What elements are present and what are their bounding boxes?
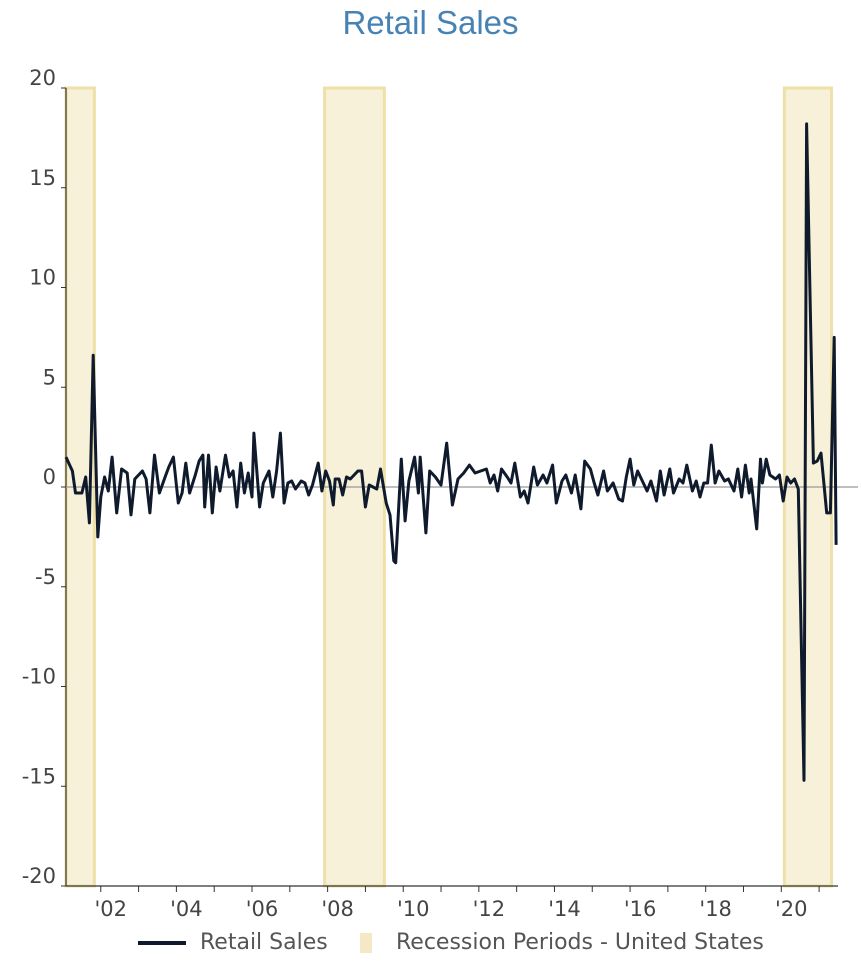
legend: Retail Sales Recession Periods - United … [0, 930, 861, 966]
legend-item-retail-sales[interactable]: Retail Sales [138, 930, 328, 955]
legend-item-recession[interactable]: Recession Periods - United States [360, 930, 764, 955]
legend-label-retail-sales: Retail Sales [200, 930, 328, 955]
y-tick-label: -15 [22, 764, 56, 788]
x-tick-label: '20 [775, 897, 808, 921]
x-tick-label: '10 [397, 897, 430, 921]
x-tick-label: '08 [321, 897, 354, 921]
y-tick-label: 20 [29, 66, 56, 90]
line-layer [64, 122, 838, 782]
y-tick-label: 0 [43, 465, 56, 489]
x-tick-label: '02 [95, 897, 128, 921]
x-tick-label: '06 [246, 897, 279, 921]
legend-box-swatch [360, 932, 372, 953]
x-tick-label: '04 [170, 897, 203, 921]
retail-sales-chart: 20 15 10 5 0 -5 -10 -15 -20 '02 '04 '06 '08 '10 '12 '14… [22, 66, 858, 921]
series-line-retail-sales [64, 122, 838, 782]
x-tick-label: '18 [699, 897, 732, 921]
legend-line-swatch [138, 940, 186, 945]
x-tick-label: '12 [473, 897, 506, 921]
y-tick-label: -10 [22, 665, 56, 689]
y-tick-label: 5 [43, 365, 56, 389]
x-tick-label: '14 [548, 897, 581, 921]
x-tick-label: '16 [624, 897, 657, 921]
y-tick-label: -20 [22, 864, 56, 888]
y-tick-label: 15 [29, 166, 56, 190]
y-tick-label: -5 [35, 565, 56, 589]
y-tick-label: 10 [29, 266, 56, 290]
legend-label-recession: Recession Periods - United States [396, 930, 764, 955]
chart-title: Retail Sales [342, 4, 519, 41]
axis-layer: 20 15 10 5 0 -5 -10 -15 -20 '02 '04 '06 '08 '10 '12 '14… [22, 66, 858, 921]
